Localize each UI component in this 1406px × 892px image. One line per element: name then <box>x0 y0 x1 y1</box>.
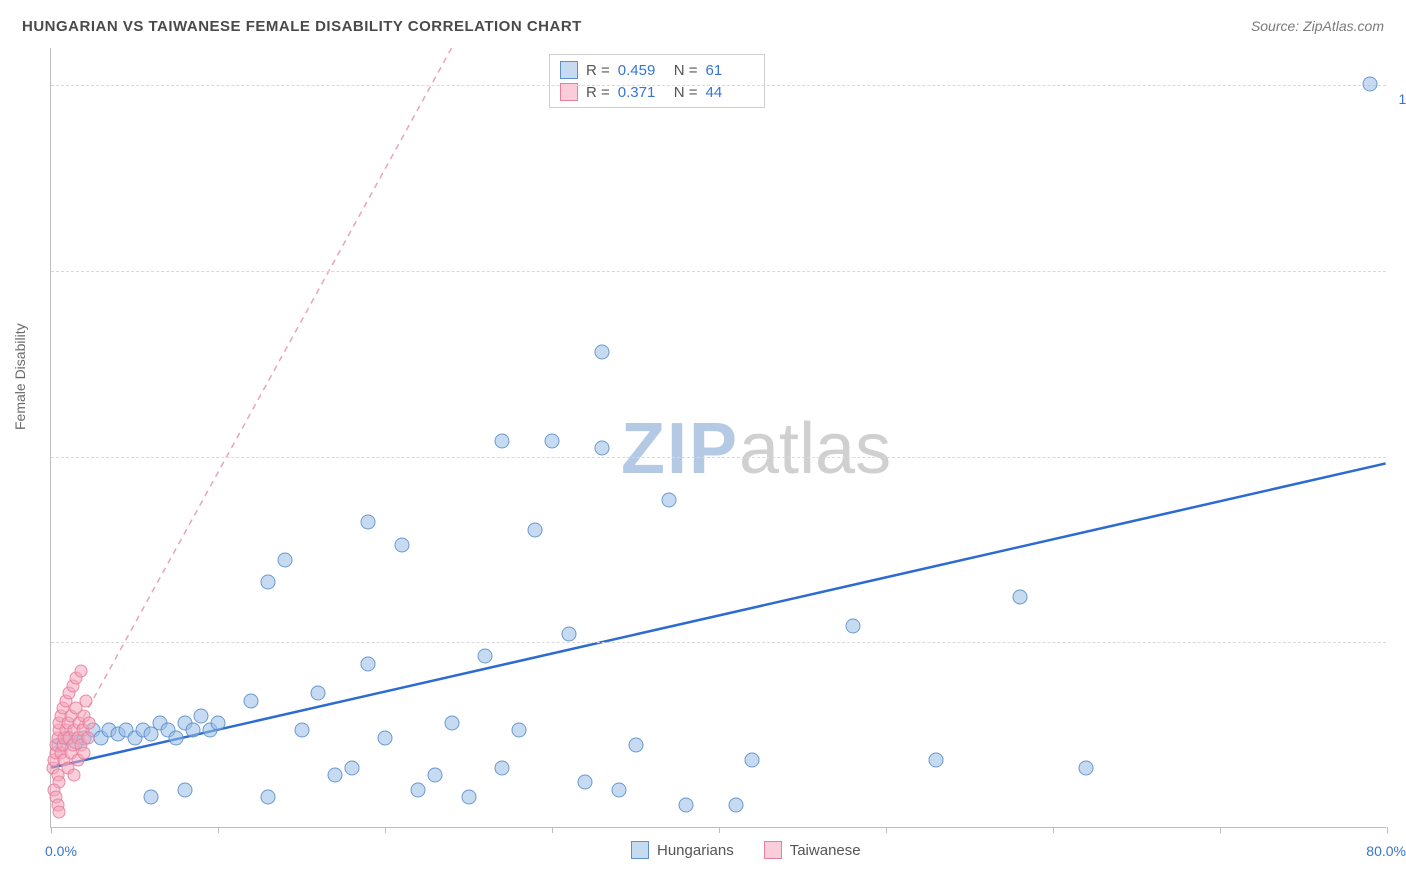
point-hungarian <box>528 522 543 537</box>
legend-item-taiwanese: Taiwanese <box>764 841 861 859</box>
trend-line <box>51 48 451 775</box>
x-label-left: 0.0% <box>45 843 77 859</box>
point-hungarian <box>394 537 409 552</box>
point-taiwanese <box>68 769 81 782</box>
trend-line <box>51 463 1385 767</box>
gridline-h <box>51 457 1386 458</box>
point-hungarian <box>261 574 276 589</box>
legend-item-hungarians: Hungarians <box>631 841 734 859</box>
point-hungarian <box>728 797 743 812</box>
gridline-h <box>51 642 1386 643</box>
point-hungarian <box>169 730 184 745</box>
point-hungarian <box>177 782 192 797</box>
swatch-blue <box>560 61 578 79</box>
point-hungarian <box>661 493 676 508</box>
x-tick <box>552 827 553 833</box>
point-hungarian <box>611 782 626 797</box>
point-hungarian <box>595 344 610 359</box>
x-tick <box>385 827 386 833</box>
gridline-h <box>51 271 1386 272</box>
stat-r-label: R = <box>586 62 610 79</box>
legend-label-1: Taiwanese <box>790 842 861 859</box>
point-hungarian <box>185 723 200 738</box>
point-hungarian <box>211 716 226 731</box>
point-hungarian <box>1079 760 1094 775</box>
point-hungarian <box>845 619 860 634</box>
y-tick-label: 100.0% <box>1399 91 1406 107</box>
point-hungarian <box>428 768 443 783</box>
point-hungarian <box>344 760 359 775</box>
point-hungarian <box>511 723 526 738</box>
source-attribution: Source: ZipAtlas.com <box>1251 18 1384 34</box>
point-hungarian <box>1363 77 1378 92</box>
x-tick <box>1220 827 1221 833</box>
point-hungarian <box>578 775 593 790</box>
bottom-legend: Hungarians Taiwanese <box>631 841 861 859</box>
point-taiwanese <box>81 731 94 744</box>
point-hungarian <box>929 753 944 768</box>
point-hungarian <box>444 716 459 731</box>
point-hungarian <box>1012 589 1027 604</box>
point-hungarian <box>561 626 576 641</box>
x-tick <box>51 827 52 833</box>
point-hungarian <box>628 738 643 753</box>
point-hungarian <box>311 686 326 701</box>
point-hungarian <box>244 693 259 708</box>
point-hungarian <box>277 552 292 567</box>
point-hungarian <box>261 790 276 805</box>
point-hungarian <box>478 649 493 664</box>
trend-lines <box>51 48 1386 827</box>
point-hungarian <box>361 656 376 671</box>
point-hungarian <box>595 441 610 456</box>
gridline-h <box>51 85 1386 86</box>
swatch-pink <box>764 841 782 859</box>
x-label-right: 80.0% <box>1366 843 1406 859</box>
point-hungarian <box>678 797 693 812</box>
point-hungarian <box>327 768 342 783</box>
stat-n-label: N = <box>674 62 698 79</box>
chart-title: HUNGARIAN VS TAIWANESE FEMALE DISABILITY… <box>22 18 582 35</box>
watermark: ZIPatlas <box>621 408 891 490</box>
x-tick <box>886 827 887 833</box>
y-axis-label: Female Disability <box>12 323 28 430</box>
point-taiwanese <box>78 746 91 759</box>
watermark-zip: ZIP <box>621 409 739 489</box>
swatch-blue <box>631 841 649 859</box>
point-taiwanese <box>83 717 96 730</box>
x-tick <box>218 827 219 833</box>
point-hungarian <box>545 433 560 448</box>
x-tick <box>1053 827 1054 833</box>
stat-r-value-0: 0.459 <box>618 62 666 79</box>
point-hungarian <box>411 782 426 797</box>
point-hungarian <box>494 433 509 448</box>
plot-area: ZIPatlas R = 0.459 N = 61 R = 0.371 N = … <box>50 48 1386 828</box>
point-hungarian <box>494 760 509 775</box>
point-taiwanese <box>80 694 93 707</box>
point-taiwanese <box>75 665 88 678</box>
point-hungarian <box>294 723 309 738</box>
point-hungarian <box>194 708 209 723</box>
legend-label-0: Hungarians <box>657 842 734 859</box>
point-hungarian <box>378 730 393 745</box>
stat-legend: R = 0.459 N = 61 R = 0.371 N = 44 <box>549 54 765 108</box>
point-hungarian <box>745 753 760 768</box>
x-tick <box>719 827 720 833</box>
point-hungarian <box>144 790 159 805</box>
point-hungarian <box>461 790 476 805</box>
x-tick <box>1387 827 1388 833</box>
stat-row-hungarians: R = 0.459 N = 61 <box>560 59 754 81</box>
point-taiwanese <box>53 806 66 819</box>
point-hungarian <box>361 515 376 530</box>
watermark-atlas: atlas <box>739 409 891 489</box>
stat-n-value-0: 61 <box>706 62 754 79</box>
